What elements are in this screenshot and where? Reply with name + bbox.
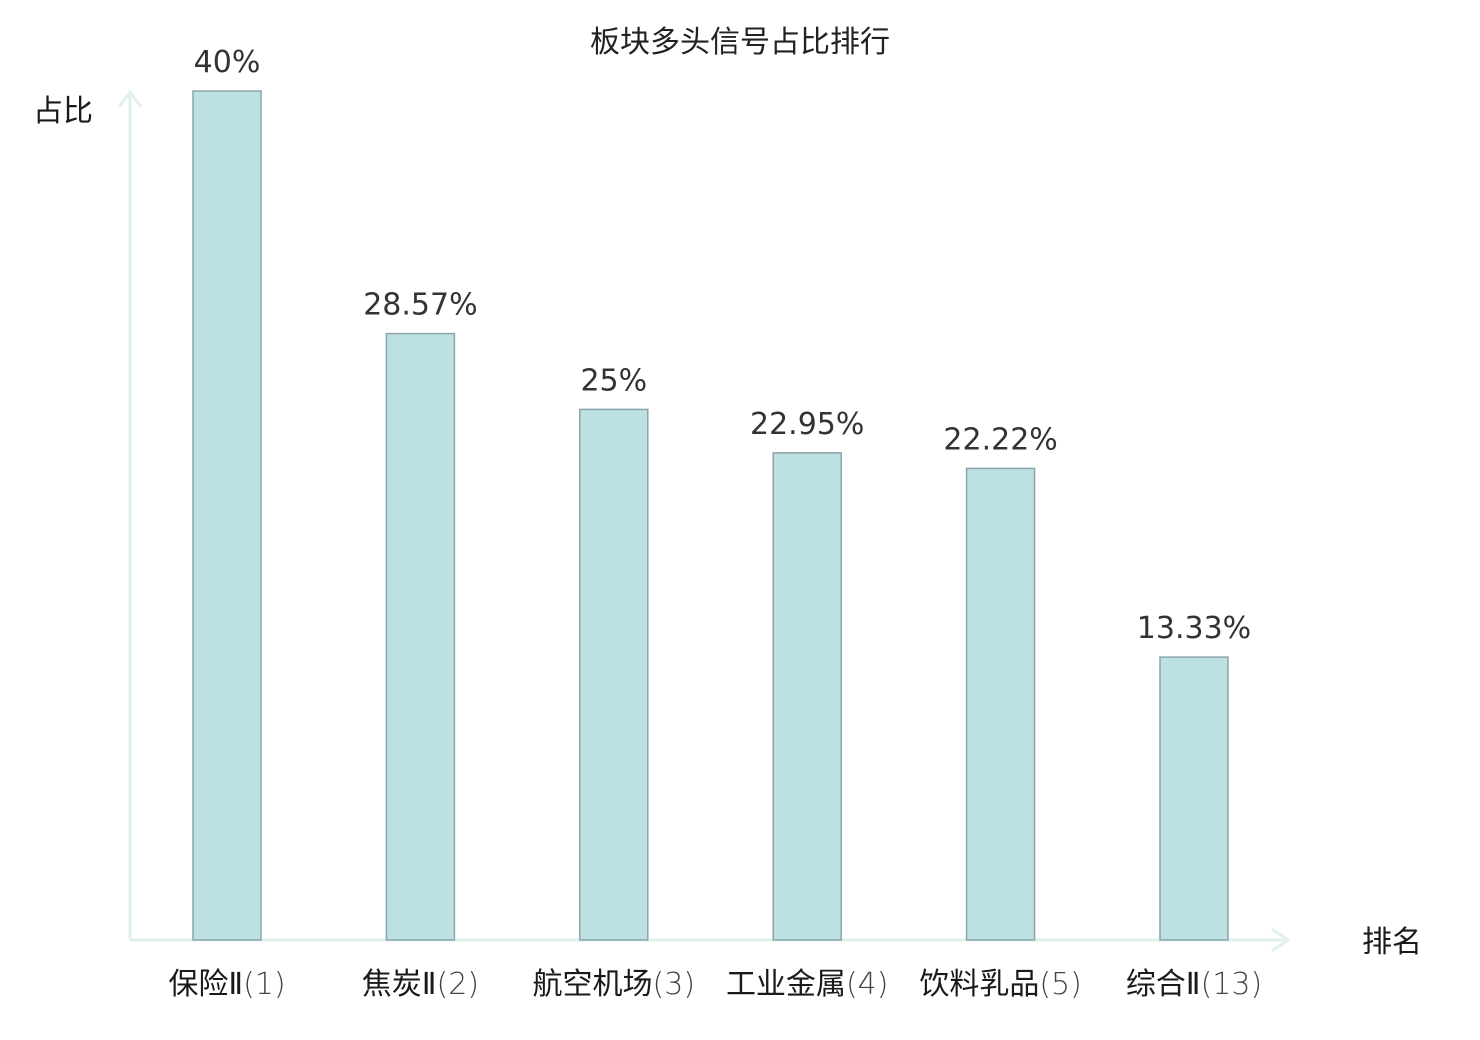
category-label-4: 工业金属(4) — [726, 967, 889, 1002]
category-rank: (2) — [437, 967, 480, 1002]
bar-6 — [1159, 656, 1229, 941]
category-name: 保险Ⅱ — [168, 967, 243, 1002]
category-name: 工业金属 — [726, 967, 846, 1002]
category-rank: (3) — [653, 967, 696, 1002]
category-label-1: 保险Ⅱ(1) — [168, 967, 285, 1002]
category-rank: (5) — [1039, 967, 1082, 1002]
bar-4 — [772, 452, 842, 941]
y-axis-label: 占比 — [33, 94, 93, 129]
y-axis — [117, 89, 143, 940]
chart-title: 板块多头信号占比排行 — [590, 25, 890, 60]
y-axis-arrow — [117, 89, 143, 108]
bars — [192, 90, 1229, 941]
category-name: 焦炭Ⅱ — [362, 967, 437, 1002]
category-label-2: 焦炭Ⅱ(2) — [362, 967, 479, 1002]
x-axis-label: 排名 — [1362, 925, 1422, 960]
bar-2 — [385, 332, 456, 941]
category-rank: (1) — [243, 967, 286, 1002]
value-label-6: 13.33% — [1137, 611, 1251, 646]
category-rank: (13) — [1201, 967, 1263, 1002]
bar-5 — [965, 467, 1036, 941]
category-rank: (4) — [846, 967, 889, 1002]
value-label-3: 25% — [580, 363, 647, 398]
x-axis — [130, 927, 1291, 953]
category-name: 航空机场 — [533, 967, 653, 1002]
value-label-1: 40% — [194, 45, 261, 80]
bar-1 — [192, 90, 262, 941]
value-labels: 40% 28.57% 25% 22.95% 22.22% 13.33% — [194, 45, 1252, 646]
x-axis-arrow — [1271, 927, 1291, 953]
category-label-5: 饮料乳品(5) — [919, 967, 1082, 1002]
category-name: 综合Ⅱ — [1126, 967, 1201, 1002]
category-label-3: 航空机场(3) — [533, 967, 696, 1002]
value-label-4: 22.95% — [750, 407, 864, 442]
bar-3 — [579, 408, 649, 941]
value-label-5: 22.22% — [943, 422, 1057, 457]
category-name: 饮料乳品 — [919, 967, 1039, 1002]
category-label-6: 综合Ⅱ(13) — [1126, 967, 1262, 1002]
value-label-2: 28.57% — [363, 288, 477, 323]
category-labels: 保险Ⅱ(1) 焦炭Ⅱ(2) 航空机场(3) 工业金属(4) 饮料乳品(5) 综合Ⅱ(13) — [168, 967, 1262, 1002]
